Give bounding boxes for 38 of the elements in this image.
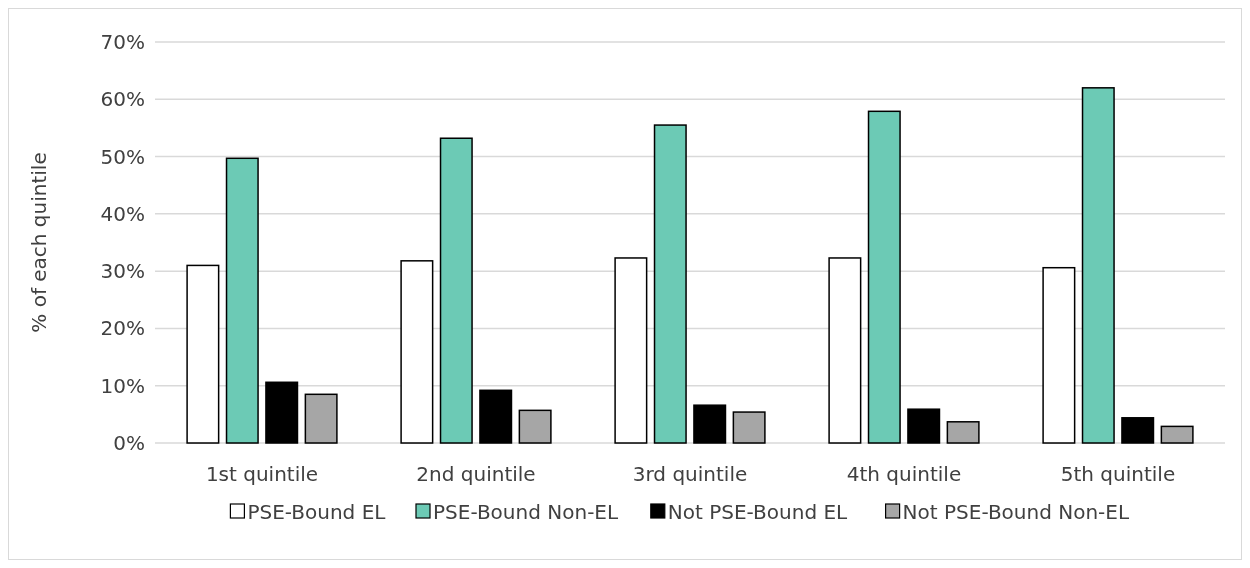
bar [1081,87,1115,444]
bar [1160,425,1194,444]
bar [518,409,552,444]
bar [946,421,980,444]
bar [732,411,766,444]
y-tick-label: 60% [100,87,145,112]
y-tick-label: 30% [100,259,145,284]
y-tick-label: 10% [100,373,145,398]
y-tick-label: 70% [100,30,145,54]
bar [479,389,513,444]
legend-label: PSE-Bound Non-EL [433,500,619,524]
bar [653,124,687,444]
bar [225,157,259,444]
bar [867,110,901,444]
y-tick-label: 20% [100,316,145,341]
bar [614,257,648,444]
x-tick-label: 3rd quintile [632,462,748,486]
bar [907,408,941,444]
bar [828,257,862,444]
y-tick-label: 50% [100,144,145,169]
y-axis-title: % of each quintile [27,152,51,333]
legend-label: PSE-Bound EL [247,500,387,524]
y-tick-label: 40% [100,201,145,226]
bar [1121,417,1155,444]
bar [304,393,338,444]
bar [693,404,727,444]
bar [265,381,299,444]
x-tick-label: 2nd quintile [416,462,536,486]
bar [439,137,473,444]
legend-label: Not PSE-Bound Non-EL [902,500,1130,524]
x-tick-label: 5th quintile [1060,462,1176,486]
bar [1042,266,1076,444]
bar [400,260,434,444]
x-tick-label: 1st quintile [205,462,319,486]
x-tick-label: 4th quintile [846,462,962,486]
bar [186,264,220,444]
legend-label: Not PSE-Bound EL [667,500,849,524]
y-tick-label: 0% [113,431,145,455]
